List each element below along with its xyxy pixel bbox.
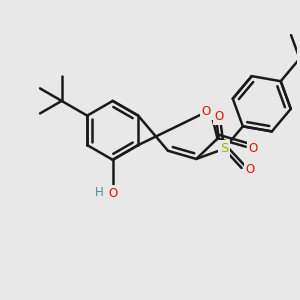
Text: S: S bbox=[220, 142, 228, 155]
Text: H: H bbox=[94, 186, 103, 199]
Text: O: O bbox=[246, 164, 255, 176]
Text: O: O bbox=[249, 142, 258, 155]
Text: O: O bbox=[202, 105, 211, 119]
Text: O: O bbox=[108, 187, 117, 200]
Text: O: O bbox=[214, 110, 224, 123]
